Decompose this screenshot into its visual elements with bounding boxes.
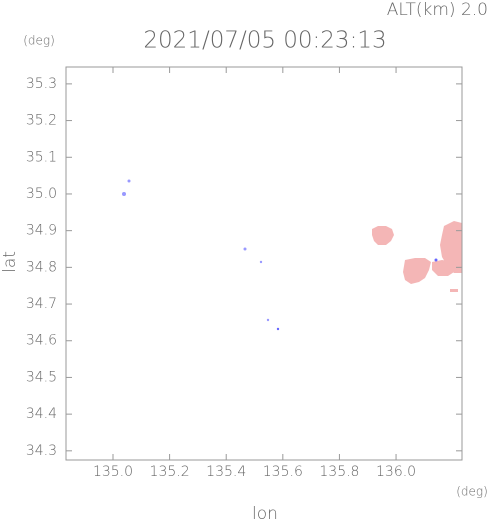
- echo-dot: [434, 258, 438, 262]
- echo-dot: [276, 327, 280, 331]
- x-tick-label: 135.4: [206, 464, 246, 480]
- y-tick-label: 34.4: [26, 406, 57, 422]
- x-tick-label: 135.2: [150, 464, 190, 480]
- echo-area: [403, 258, 431, 284]
- echo-dot: [127, 179, 131, 183]
- x-tick-label: 135.8: [319, 464, 359, 480]
- x-tick-label: 136.0: [376, 464, 416, 480]
- chart-subtitle: ALT(km) 2.0: [387, 0, 488, 20]
- y-tick-label: 34.8: [26, 259, 57, 275]
- echoes: [122, 179, 462, 331]
- y-tick-label: 35.0: [26, 186, 57, 202]
- y-tick-label: 34.3: [26, 443, 57, 459]
- x-tick-label: 135.0: [93, 464, 133, 480]
- y-tick-label: 34.9: [26, 223, 57, 239]
- echo-dot: [266, 318, 270, 322]
- echo-area: [440, 221, 462, 273]
- x-tick-label: 135.6: [263, 464, 303, 480]
- y-tick-label: 35.3: [26, 76, 57, 92]
- echo-dot: [243, 247, 247, 251]
- x-axis-label: lon: [252, 504, 278, 521]
- y-tick-label: 34.7: [26, 296, 57, 312]
- echo-area: [372, 226, 394, 245]
- plot-frame: [65, 66, 463, 461]
- y-tick-label: 35.1: [26, 149, 57, 165]
- echo-area: [450, 289, 458, 292]
- y-tick-label: 35.2: [26, 113, 57, 129]
- echo-dot: [259, 260, 263, 264]
- y-tick-label: 34.6: [26, 333, 57, 349]
- x-unit: (deg): [456, 485, 488, 499]
- y-unit: (deg): [23, 34, 55, 48]
- y-axis-label: lat: [0, 251, 20, 273]
- chart-title: 2021/07/05 00:23:13: [143, 28, 386, 54]
- y-tick-label: 34.5: [26, 369, 57, 385]
- echo-dot: [122, 192, 126, 196]
